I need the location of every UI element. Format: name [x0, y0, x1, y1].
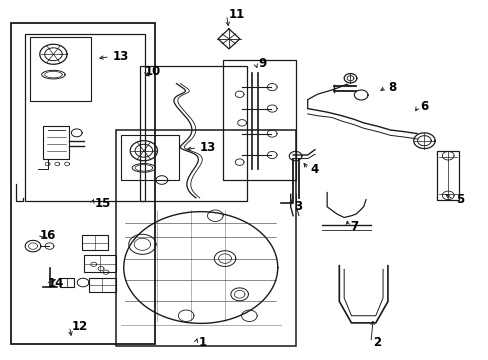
Text: 8: 8	[387, 81, 396, 94]
Text: 9: 9	[258, 57, 266, 71]
Text: 2: 2	[372, 336, 381, 349]
Text: 11: 11	[228, 9, 244, 22]
Text: 7: 7	[350, 220, 358, 233]
Text: 6: 6	[420, 100, 428, 113]
Text: 10: 10	[144, 64, 161, 77]
Text: 3: 3	[294, 200, 302, 213]
Text: 14: 14	[48, 277, 64, 290]
Text: 13: 13	[112, 50, 128, 63]
Text: 16: 16	[39, 229, 56, 242]
Text: 13: 13	[200, 141, 216, 154]
Text: 4: 4	[310, 163, 318, 176]
Text: 1: 1	[198, 336, 206, 349]
Text: 5: 5	[455, 193, 463, 206]
Text: 15: 15	[95, 197, 111, 210]
Text: 12: 12	[72, 320, 88, 333]
